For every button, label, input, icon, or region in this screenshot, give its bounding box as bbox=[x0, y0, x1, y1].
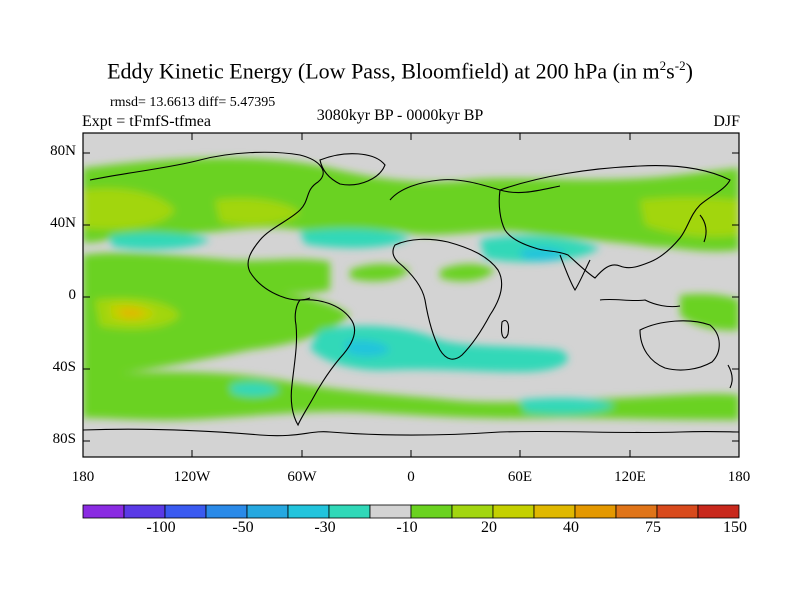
colorbar-swatch bbox=[656, 504, 699, 519]
colorbar-swatch bbox=[615, 504, 658, 519]
season-label: DJF bbox=[713, 113, 740, 130]
x-tick-label: 180 bbox=[71, 469, 95, 485]
x-tick-label: 60E bbox=[507, 469, 533, 485]
y-tick-label: 80S bbox=[52, 431, 76, 447]
contour-band-cyan-south-indian bbox=[520, 398, 615, 414]
contour-band-lightblue-south-atlantic bbox=[345, 340, 390, 357]
colorbar-swatch bbox=[492, 504, 535, 519]
coastline-south-america bbox=[290, 299, 355, 427]
contour-band-yellowgreen-east-pacific bbox=[83, 188, 175, 230]
coastline-new-zealand bbox=[727, 364, 733, 389]
colorbar-label: 20 bbox=[481, 519, 497, 536]
coastline-india bbox=[559, 254, 591, 292]
contour-band-green-africa-patch bbox=[440, 264, 495, 282]
colorbar-label: -100 bbox=[146, 519, 176, 536]
colorbar-swatch bbox=[697, 504, 740, 519]
coastline-africa bbox=[392, 238, 503, 360]
colorbar-label: -30 bbox=[314, 519, 336, 536]
coastline-europe bbox=[389, 179, 561, 201]
coastline-japan bbox=[699, 214, 707, 243]
contour-band-green-north-pacific bbox=[83, 157, 739, 250]
contour-band-orange-pacific-center bbox=[120, 308, 144, 318]
coastline-antarctica bbox=[83, 428, 739, 437]
colorbar bbox=[82, 504, 740, 519]
colorbar-swatch bbox=[246, 504, 289, 519]
contour-band-green-central-america bbox=[200, 298, 270, 328]
colorbar-label: -50 bbox=[232, 519, 254, 536]
colorbar-swatch bbox=[123, 504, 166, 519]
coastline-north-america bbox=[89, 151, 324, 297]
x-tick-label: 180 bbox=[727, 469, 751, 485]
colorbar-label: -10 bbox=[396, 519, 418, 536]
coastline-indonesia bbox=[599, 298, 681, 308]
colorbar-swatch bbox=[574, 504, 617, 519]
colorbar-label: 40 bbox=[563, 519, 579, 536]
colorbar-swatch bbox=[287, 504, 330, 519]
contour-band-green-atlantic-patch bbox=[350, 264, 410, 282]
experiment-label: Expt = tFmfS-tfmea bbox=[82, 113, 212, 130]
x-tick-label: 60W bbox=[287, 469, 317, 485]
contour-band-yellowgreen-east-asia bbox=[640, 197, 739, 237]
contour-field bbox=[83, 157, 739, 421]
coastlines bbox=[83, 151, 739, 437]
x-tick-label: 120W bbox=[173, 469, 211, 485]
coastline-central-america bbox=[279, 295, 311, 301]
y-tick-label: 80N bbox=[50, 143, 76, 159]
axis-ticks bbox=[82, 133, 740, 457]
colorbar-swatch bbox=[82, 504, 125, 519]
y-tick-label: 40S bbox=[52, 359, 76, 375]
contour-band-cyan-north-atlantic bbox=[300, 228, 410, 248]
stats-label: rmsd= 13.6613 diff= 5.47395 bbox=[110, 95, 276, 110]
chart-title: Eddy Kinetic Energy (Low Pass, Bloomfiel… bbox=[107, 58, 693, 84]
x-tick-label: 0 bbox=[407, 469, 415, 485]
colorbar-swatch bbox=[451, 504, 494, 519]
y-tick-label: 0 bbox=[68, 287, 77, 303]
period-label: 3080kyr BP - 0000kyr BP bbox=[316, 107, 484, 124]
y-tick-label: 40N bbox=[50, 215, 76, 231]
coastline-australia bbox=[639, 320, 720, 371]
contour-band-cyan-pacific bbox=[110, 232, 210, 250]
colorbar-label: 150 bbox=[723, 519, 747, 536]
x-tick-label: 120E bbox=[614, 469, 646, 485]
contour-band-cyan-argentina bbox=[230, 382, 280, 397]
colorbar-swatch bbox=[410, 504, 453, 519]
colorbar-swatch bbox=[328, 504, 371, 519]
colorbar-swatch bbox=[533, 504, 576, 519]
colorbar-swatch bbox=[164, 504, 207, 519]
coastline-greenland bbox=[319, 153, 386, 186]
coastline-madagascar bbox=[501, 319, 510, 339]
contour-band-yellowgreen-north-america bbox=[215, 198, 300, 225]
colorbar-label: 75 bbox=[645, 519, 661, 536]
colorbar-swatch bbox=[205, 504, 248, 519]
coastline-asia bbox=[498, 165, 731, 279]
colorbar-swatch bbox=[369, 504, 412, 519]
